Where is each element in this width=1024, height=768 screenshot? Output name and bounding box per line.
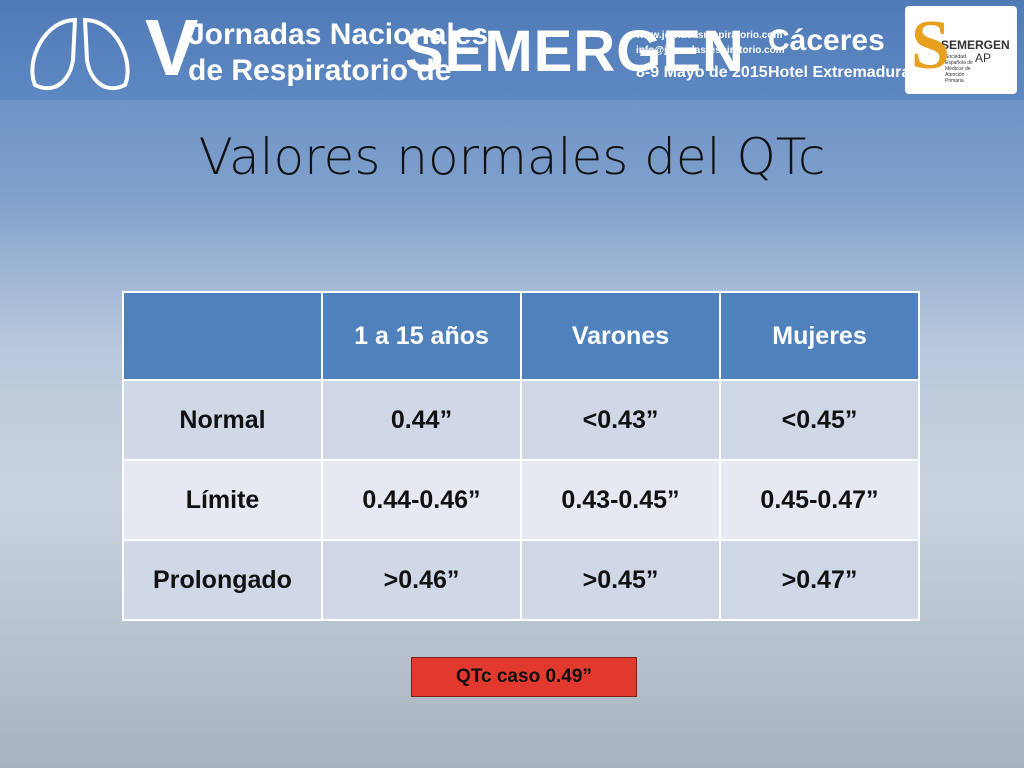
line2: de Respiratorio de <box>188 54 452 87</box>
logo-suffix: AP <box>975 51 992 65</box>
dates: 8-9 Mayo de 2015 <box>636 64 768 81</box>
lungs-icon <box>30 17 130 91</box>
brand: SEMERGEN <box>405 19 745 84</box>
line1: Jornadas Nacionales <box>188 18 489 51</box>
banner: V Jornadas Nacionales de Respiratorio de… <box>0 0 1024 100</box>
table: 1 a 15 años Varones Mujeres Normal 0.44” <0.… <box>122 291 920 621</box>
row: Prolongado >0.46” >0.45” >0.47” <box>122 539 920 621</box>
column-header: 1 a 15 años <box>321 291 522 381</box>
cell: >0.45” <box>520 539 721 621</box>
cell: 0.44” <box>321 379 522 461</box>
corner-cell <box>122 291 323 381</box>
row: Normal 0.44” <0.43” <0.45” <box>122 379 920 461</box>
row-label: Prolongado <box>122 539 323 621</box>
row-label: Límite <box>122 459 323 541</box>
row-label: Normal <box>122 379 323 461</box>
cell: >0.47” <box>719 539 920 621</box>
column-header: Varones <box>520 291 721 381</box>
cell: <0.45” <box>719 379 920 461</box>
cell: 0.43-0.45” <box>520 459 721 541</box>
title: Valores normales del QTc <box>198 128 826 186</box>
cell: <0.43” <box>520 379 721 461</box>
logo-s: S <box>911 7 950 84</box>
logo-name: SEMERGEN <box>941 38 1010 52</box>
web: www.jornadasrespiratorio.com <box>636 30 783 41</box>
header-row: 1 a 15 años Varones Mujeres <box>122 291 920 381</box>
city: Cáceres <box>768 24 885 57</box>
logo-society: Sociedad Española de Médicos de Atención… <box>945 54 973 84</box>
email: info@jornadasrespiratorio.com <box>636 45 785 56</box>
cell: >0.46” <box>321 539 522 621</box>
cell: 0.45-0.47” <box>719 459 920 541</box>
venue: Hotel Extremadura <box>768 64 911 81</box>
row: Límite 0.44-0.46” 0.43-0.45” 0.45-0.47” <box>122 459 920 541</box>
logo: SEMERGEN AP Sociedad Española de Médicos… <box>905 6 1017 94</box>
numeral: V <box>145 3 199 92</box>
note: QTc caso 0.49” <box>411 657 637 697</box>
column-header: Mujeres <box>719 291 920 381</box>
cell: 0.44-0.46” <box>321 459 522 541</box>
